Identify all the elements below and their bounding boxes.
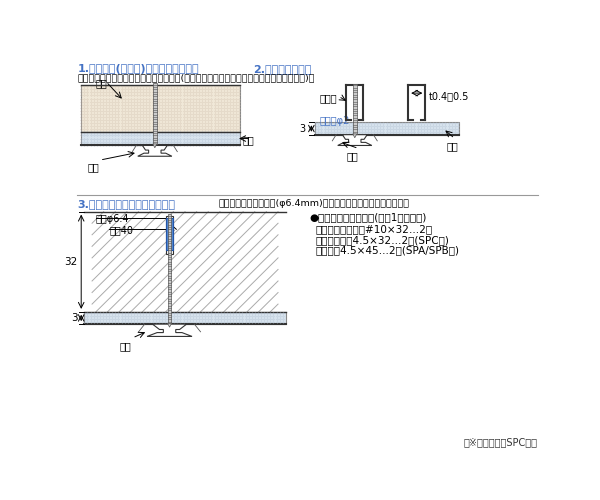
Text: 32: 32 bbox=[64, 256, 77, 266]
Text: 深さ40: 深さ40 bbox=[109, 226, 133, 235]
Bar bbox=[153, 83, 157, 144]
Text: 本体: 本体 bbox=[88, 162, 99, 172]
Polygon shape bbox=[136, 146, 173, 156]
Text: 軽天材: 軽天材 bbox=[319, 93, 337, 103]
Bar bbox=[315, 122, 458, 134]
Polygon shape bbox=[145, 324, 194, 336]
Text: （※イメージはSPC型）: （※イメージはSPC型） bbox=[464, 438, 538, 448]
Text: 2.軽天下地の場合: 2.軽天下地の場合 bbox=[253, 64, 311, 74]
Text: 木ネジ：丸4.5×32…2本(SPC型): 木ネジ：丸4.5×32…2本(SPC型) bbox=[315, 235, 449, 245]
Bar bbox=[81, 86, 240, 132]
Bar bbox=[353, 84, 357, 134]
Bar bbox=[167, 214, 172, 324]
Text: 本体: 本体 bbox=[119, 341, 131, 351]
Polygon shape bbox=[353, 134, 357, 138]
Text: ●別途ご用意頂く金具(本体1個あたり): ●別途ご用意頂く金具(本体1個あたり) bbox=[309, 212, 427, 222]
Text: 付属のタッピングネジをご使用下さい(ネジの最後の締め付けは手回しで行って下さい)。: 付属のタッピングネジをご使用下さい(ネジの最後の締め付けは手回しで行って下さい)… bbox=[77, 73, 315, 82]
Text: 天井: 天井 bbox=[447, 141, 459, 151]
Polygon shape bbox=[153, 144, 157, 148]
Polygon shape bbox=[167, 324, 172, 327]
Text: 本体: 本体 bbox=[346, 152, 358, 162]
Text: 3: 3 bbox=[299, 124, 305, 134]
Bar bbox=[84, 212, 286, 312]
Text: コンクリートドリル(φ6.4mm)で下穴を開ける必要があります。: コンクリートドリル(φ6.4mm)で下穴を開ける必要があります。 bbox=[218, 198, 409, 207]
Text: 天井: 天井 bbox=[242, 136, 254, 145]
Text: 1.木下地材(野縁等)がある天井の場合: 1.木下地材(野縁等)がある天井の場合 bbox=[77, 64, 199, 74]
Text: t0.4～0.5: t0.4～0.5 bbox=[429, 92, 470, 102]
Text: 丸4.5×45…2本(SPA/SPB型): 丸4.5×45…2本(SPA/SPB型) bbox=[315, 246, 459, 256]
Bar bbox=[166, 216, 173, 254]
Bar bbox=[84, 312, 286, 324]
Text: 下穴径φ2: 下穴径φ2 bbox=[319, 116, 349, 126]
Text: 3: 3 bbox=[71, 313, 77, 323]
Text: 下穴φ6.4: 下穴φ6.4 bbox=[96, 214, 130, 224]
Polygon shape bbox=[336, 134, 373, 145]
Text: 3.コンクリートの直天井の場合: 3.コンクリートの直天井の場合 bbox=[77, 198, 175, 208]
Polygon shape bbox=[166, 218, 173, 252]
Bar bbox=[81, 132, 240, 145]
Text: 野縁: 野縁 bbox=[95, 78, 107, 88]
Text: カールプラグ：#10×32…2本: カールプラグ：#10×32…2本 bbox=[315, 224, 433, 234]
